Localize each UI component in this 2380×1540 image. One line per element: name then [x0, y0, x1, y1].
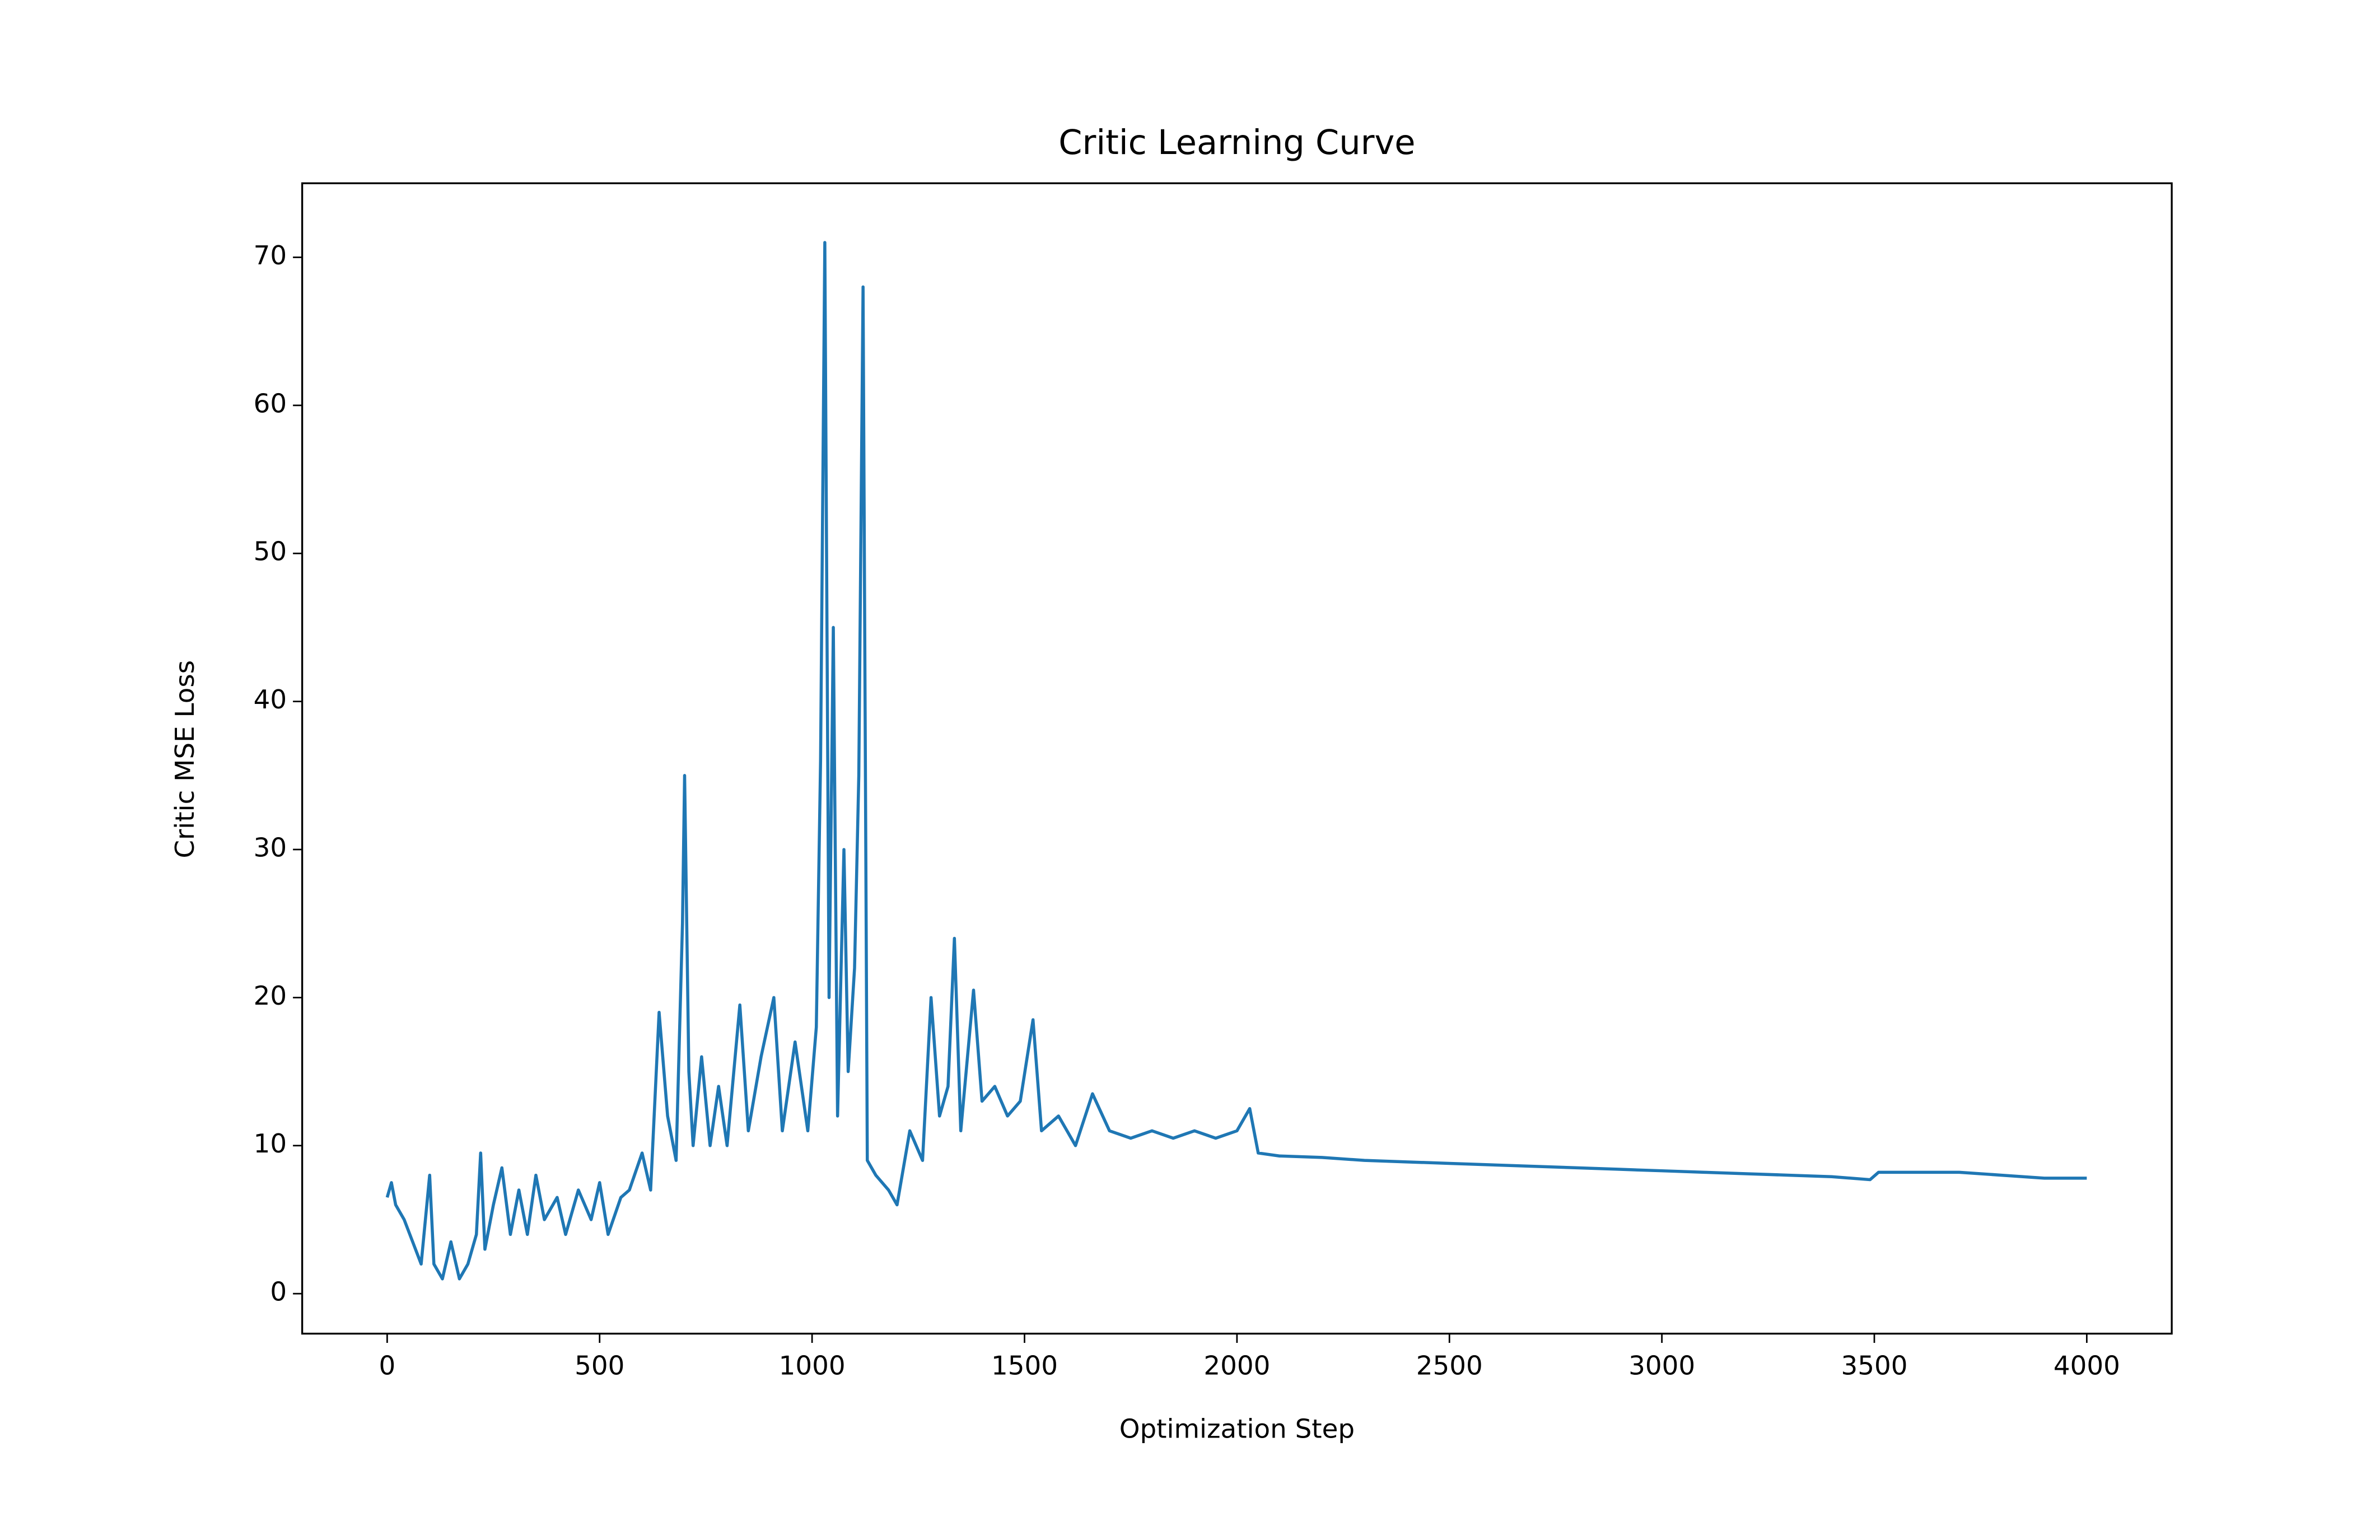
x-tick-label: 2500: [1416, 1351, 1483, 1382]
plot-frame: [301, 182, 2173, 1335]
y-tick-label: 60: [254, 389, 287, 419]
chart-title: Critic Learning Curve: [1058, 123, 1415, 162]
x-tick-label: 3000: [1628, 1351, 1695, 1382]
x-tick-label: 4000: [2054, 1351, 2120, 1382]
x-tick-label: 3500: [1841, 1351, 1908, 1382]
y-tick-label: 30: [254, 833, 287, 863]
x-tick-label: 0: [379, 1351, 396, 1382]
x-tick-label: 1500: [991, 1351, 1058, 1382]
y-axis-label: Critic MSE Loss: [170, 660, 200, 858]
x-tick-label: 500: [575, 1351, 624, 1382]
y-tick-label: 10: [254, 1129, 287, 1159]
x-axis-label: Optimization Step: [1119, 1414, 1355, 1444]
y-tick-label: 0: [270, 1277, 287, 1308]
x-tick-label: 2000: [1203, 1351, 1270, 1382]
y-tick-label: 40: [254, 685, 287, 715]
y-tick-label: 50: [254, 537, 287, 567]
y-tick-label: 70: [254, 241, 287, 271]
x-tick-label: 1000: [779, 1351, 846, 1382]
y-tick-label: 20: [254, 981, 287, 1011]
line-series: [385, 241, 2087, 1281]
